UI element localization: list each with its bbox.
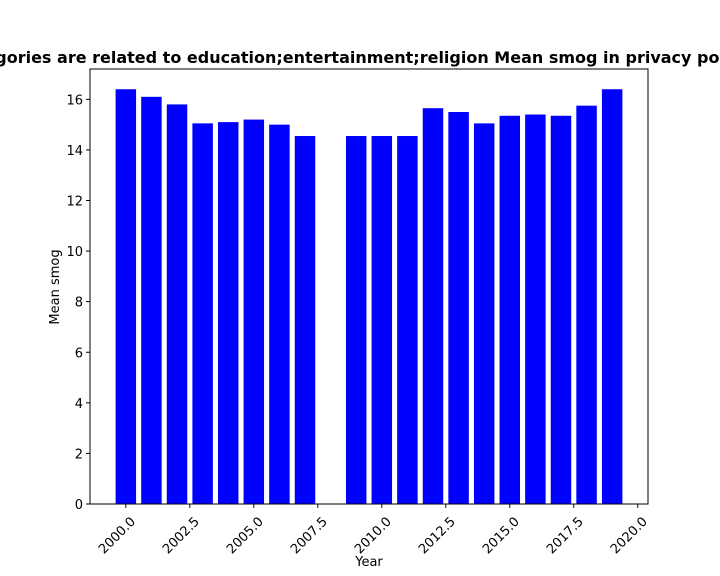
bar-2013 [448,111,469,505]
bar-2000 [115,89,137,504]
bar-2018 [576,105,597,505]
y-tick-label: 6 [75,346,83,361]
y-tick-label: 0 [75,498,83,513]
x-tick-label: 2007.5 [288,514,331,557]
x-axis: 2000.0 2002.5 2005.0 2007.5 2010.0 2012.5 2015… [96,504,651,557]
x-tick-label: 2000.0 [96,514,139,557]
bar-2005 [243,119,265,504]
bars-group [115,89,623,505]
x-tick-label: 2010.0 [352,514,395,557]
bar-2001 [141,96,162,504]
y-axis: 0 2 4 6 8 10 12 14 16 [66,93,90,513]
y-tick-label: 2 [75,447,83,462]
y-axis-label: Mean smog [48,249,63,324]
x-tick-label: 2020.0 [608,514,651,557]
x-tick-label: 2002.5 [160,514,203,557]
y-tick-label: 14 [66,144,83,159]
y-tick-label: 12 [66,195,83,210]
y-tick-label: 4 [75,397,83,412]
bar-2010 [371,136,393,504]
bar-2012 [422,108,444,504]
y-tick-label: 10 [66,245,83,260]
bar-2006 [269,124,290,504]
bar-2019 [601,89,623,504]
bar-2015 [499,115,521,504]
y-tick-label: 16 [66,93,83,108]
bar-2017 [550,115,572,504]
x-axis-label: Year [354,555,383,570]
bar-2016 [525,114,546,505]
x-tick-label: 2012.5 [416,514,459,557]
bar-2011 [397,136,418,504]
x-tick-label: 2005.0 [224,514,267,557]
chart-title: Categories are related to education;ente… [0,48,720,67]
bar-2007 [294,136,316,504]
bar-2014 [473,123,495,505]
x-tick-label: 2017.5 [544,514,587,557]
bar-2003 [192,123,213,505]
x-tick-label: 2015.0 [480,514,523,557]
y-tick-label: 8 [75,296,83,311]
plot-frame [89,68,649,505]
bar-2002 [166,104,188,504]
bar-2004 [217,122,239,505]
bar-2009 [345,136,367,504]
